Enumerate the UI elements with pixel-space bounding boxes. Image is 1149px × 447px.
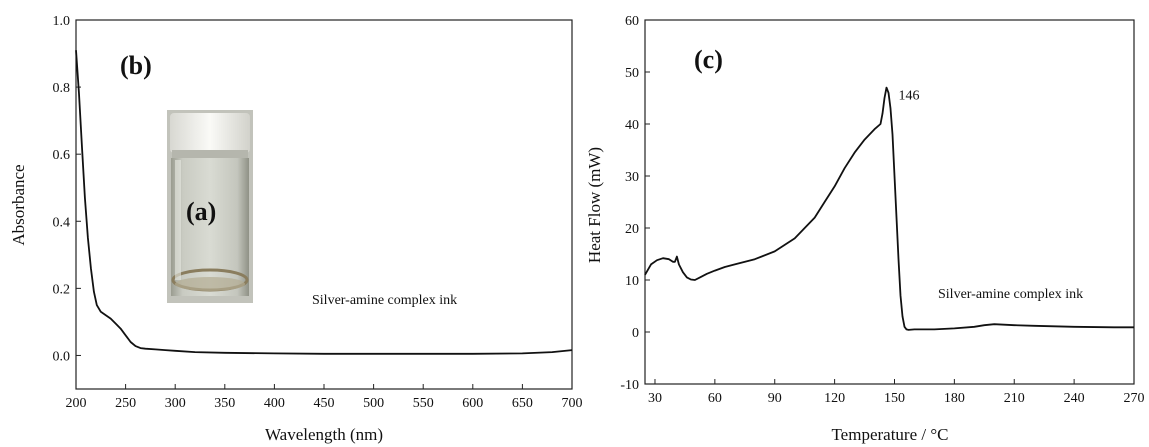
absorbance-ticks: 200 250 300 350 400 450 500 550 600 650 700 0.0 0.2 0… <box>53 14 583 411</box>
dsc-x-tick-label: 120 <box>824 391 845 406</box>
dsc-y-tick-label: 50 <box>625 66 639 81</box>
absorbance-x-tick-label: 200 <box>66 396 87 411</box>
dsc-x-tick-label: 30 <box>648 391 662 406</box>
absorbance-y-axis-title: Absorbance <box>9 164 28 245</box>
dsc-x-tick-label: 180 <box>944 391 965 406</box>
dsc-x-tick-label: 270 <box>1124 391 1145 406</box>
dsc-y-axis-title: Heat Flow (mW) <box>585 147 604 263</box>
absorbance-x-tick-label: 700 <box>562 396 583 411</box>
absorbance-y-tick-label: 1.0 <box>53 14 71 29</box>
dsc-x-axis-title: Temperature / °C <box>831 425 948 444</box>
absorbance-y-tick-label: 0.2 <box>53 282 71 297</box>
absorbance-x-tick-label: 250 <box>115 396 136 411</box>
peak-temperature-label: 146 <box>899 89 920 104</box>
dsc-plot-frame <box>644 19 1135 385</box>
dsc-ticks: 30 60 90 120 150 180 210 240 270 -10 0 10 20 30 40 50 60 <box>620 14 1144 406</box>
ink-vial-photo <box>167 110 253 303</box>
absorbance-x-tick-label: 550 <box>413 396 434 411</box>
dsc-y-tick-label: 40 <box>625 118 639 133</box>
dsc-y-tick-label: 30 <box>625 170 639 185</box>
absorbance-y-tick-label: 0.8 <box>53 81 71 96</box>
dsc-x-tick-label: 60 <box>708 391 722 406</box>
dsc-x-tick-label: 210 <box>1004 391 1025 406</box>
dsc-x-tick-label: 150 <box>884 391 905 406</box>
absorbance-x-tick-label: 650 <box>512 396 533 411</box>
absorbance-x-tick-label: 450 <box>314 396 335 411</box>
dsc-annotation: Silver-amine complex ink <box>938 287 1083 302</box>
dsc-x-tick-label: 90 <box>768 391 782 406</box>
absorbance-x-tick-label: 500 <box>363 396 384 411</box>
absorbance-y-tick-label: 0.6 <box>53 148 71 163</box>
dsc-heat-flow-line <box>644 86 1134 331</box>
absorbance-x-axis-title: Wavelength (nm) <box>265 425 383 444</box>
panel-label-c: (c) <box>694 45 723 74</box>
absorbance-panel: 200 250 300 350 400 450 500 550 600 650 700 0.0 0.2 0… <box>9 14 583 444</box>
absorbance-y-tick-label: 0.0 <box>53 349 71 364</box>
dsc-y-tick-label: 0 <box>632 326 639 341</box>
absorbance-x-tick-label: 400 <box>264 396 285 411</box>
absorbance-x-tick-label: 300 <box>165 396 186 411</box>
dsc-y-tick-label: 10 <box>625 274 639 289</box>
panel-label-a: (a) <box>186 197 216 226</box>
dsc-y-tick-label: 20 <box>625 222 639 237</box>
absorbance-x-tick-label: 600 <box>462 396 483 411</box>
dsc-panel: 30 60 90 120 150 180 210 240 270 -10 0 10 20 30 40 50 60… <box>585 14 1145 444</box>
absorbance-spectrum-line <box>75 50 573 355</box>
absorbance-y-tick-label: 0.4 <box>53 215 71 230</box>
dsc-y-tick-label: -10 <box>620 378 639 393</box>
absorbance-annotation: Silver-amine complex ink <box>312 293 457 308</box>
absorbance-x-tick-label: 350 <box>214 396 235 411</box>
panel-label-b: (b) <box>120 51 152 80</box>
dsc-x-tick-label: 240 <box>1064 391 1085 406</box>
dsc-y-tick-label: 60 <box>625 14 639 29</box>
